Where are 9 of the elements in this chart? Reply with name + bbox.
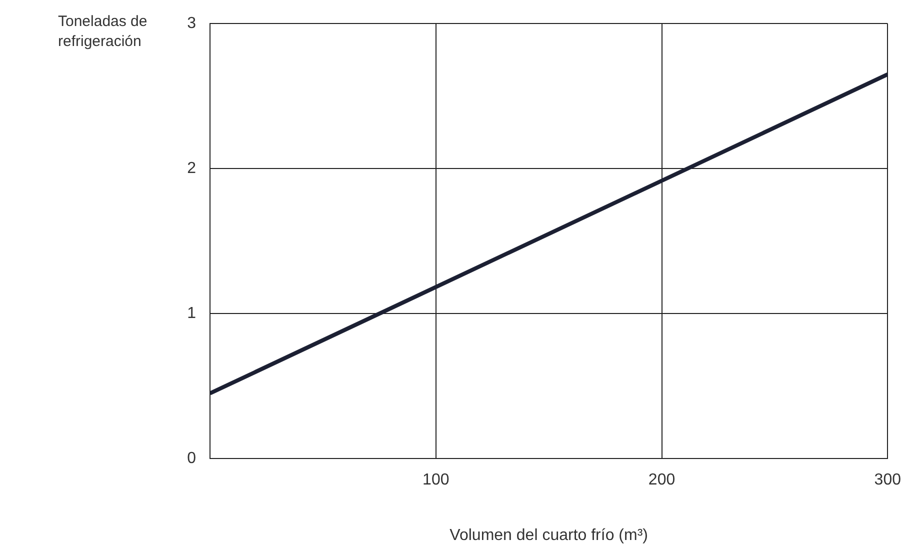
y-axis-title: Toneladas de refrigeración <box>58 12 148 52</box>
x-tick-label: 200 <box>648 472 676 489</box>
x-tick-label: 100 <box>422 472 450 489</box>
x-axis-title: Volumen del cuarto frío (m³) <box>450 526 648 544</box>
y-tick-label: 0 <box>187 450 196 468</box>
y-tick-label: 3 <box>187 15 196 32</box>
x-tick-label: 300 <box>874 472 902 489</box>
y-tick-label: 2 <box>187 160 196 178</box>
y-tick-label: 1 <box>187 305 196 322</box>
